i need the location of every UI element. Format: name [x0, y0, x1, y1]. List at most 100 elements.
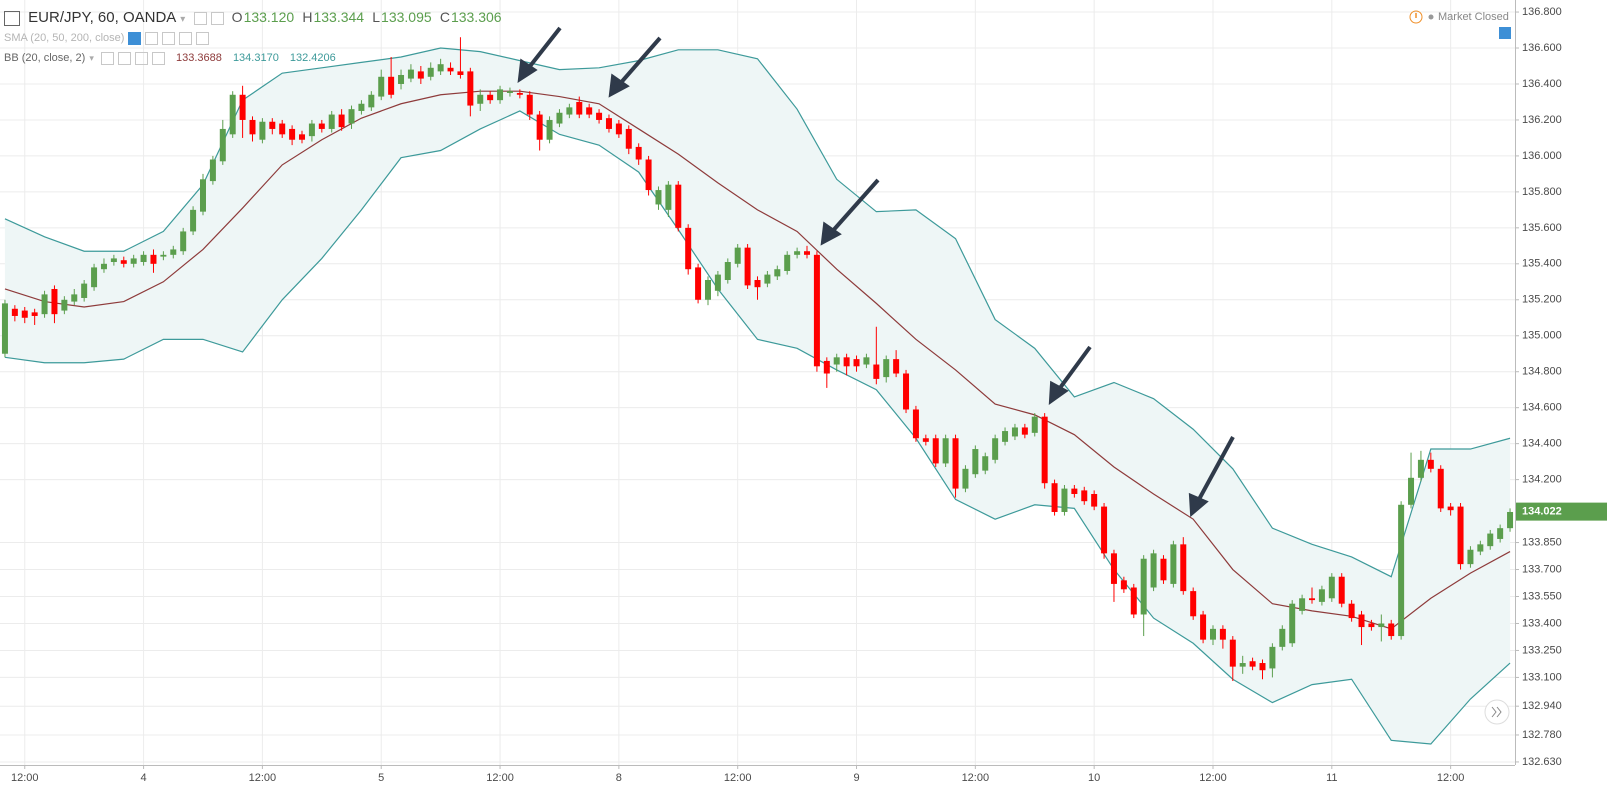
candle-body [853, 359, 860, 367]
candle-body [1071, 488, 1078, 494]
candle-body [368, 94, 375, 108]
icon[interactable] [193, 11, 207, 25]
candle-body [1130, 587, 1137, 615]
candle-body [1200, 614, 1207, 640]
candle-body [734, 247, 741, 264]
candle-body [1378, 623, 1385, 628]
bb-line: BB (20, close, 2) ▾ 133.3688 134.3170 132… [4, 52, 336, 65]
candle-body [378, 76, 385, 97]
candle-body [942, 438, 949, 464]
y-tick-label: 136.600 [1522, 42, 1562, 54]
close-value: 133.306 [450, 9, 502, 25]
high-value: 133.344 [313, 9, 365, 25]
candle-body [41, 294, 48, 315]
candle-body [1, 303, 8, 354]
candle-body [497, 89, 504, 101]
x-tick-label: 12:00 [724, 772, 752, 784]
status-icon [1409, 10, 1423, 24]
candle-body [120, 260, 127, 264]
bollinger-bands [4, 47, 1511, 745]
icon[interactable] [151, 52, 165, 65]
icon[interactable] [128, 32, 142, 45]
y-tick-label: 136.200 [1522, 114, 1562, 126]
candle-body [784, 254, 791, 272]
candle-body [318, 123, 325, 129]
candle-body [962, 468, 969, 489]
candle-body [615, 123, 622, 135]
candle-body [437, 64, 444, 72]
candle-body [1358, 614, 1365, 628]
candle-body [1338, 576, 1345, 604]
candle-body [358, 103, 365, 111]
arrow [1195, 436, 1235, 504]
candle-body [21, 310, 28, 318]
symbol: EUR/JPY, 60, OANDA [28, 9, 177, 26]
candle-body [675, 184, 682, 228]
candle-body [655, 190, 662, 205]
y-tick-label: 135.200 [1522, 294, 1562, 306]
arrow [828, 178, 880, 236]
menu-icon[interactable] [4, 10, 20, 26]
candle-body [804, 251, 811, 255]
icon[interactable] [117, 52, 131, 65]
candle-body [447, 67, 454, 72]
scale-button[interactable] [1499, 27, 1511, 39]
candle-body [11, 308, 18, 316]
bb-legend: BB (20, close, 2) [4, 52, 86, 65]
arrow-head [820, 221, 842, 246]
candle-body [110, 258, 117, 263]
candle-body [704, 279, 711, 300]
icon[interactable] [210, 11, 224, 25]
candle-body [1219, 628, 1226, 640]
candle-body [209, 159, 216, 182]
scroll-button[interactable] [1484, 699, 1510, 725]
x-tick-label: 12:00 [962, 772, 990, 784]
y-tick-label: 133.400 [1522, 617, 1562, 629]
candle-body [1477, 544, 1484, 552]
y-tick-label: 132.780 [1522, 729, 1562, 741]
candle-body [1110, 553, 1117, 584]
icon[interactable] [145, 32, 159, 45]
candle-body [912, 409, 919, 439]
x-tick-label: 12:00 [249, 772, 277, 784]
last-price-marker [1516, 502, 1607, 521]
candle-body [516, 92, 523, 95]
market-status: Market Closed [1438, 11, 1509, 23]
band-line [4, 90, 1511, 630]
y-tick-label: 135.400 [1522, 258, 1562, 270]
candle-body [1309, 598, 1316, 601]
icon[interactable] [100, 52, 114, 65]
arrow [525, 26, 562, 72]
icon[interactable] [196, 32, 210, 45]
x-tick-label: 10 [1088, 772, 1100, 784]
candle-body [308, 123, 315, 137]
candle-body [952, 438, 959, 489]
y-tick-label: 136.000 [1522, 150, 1562, 162]
y-tick-label: 134.600 [1522, 402, 1562, 414]
band-line [4, 110, 1511, 745]
candle-body [1328, 576, 1335, 599]
candle-body [794, 251, 801, 255]
candle-body [754, 279, 761, 288]
candle-body [51, 288, 58, 315]
icon[interactable] [162, 32, 176, 45]
icon[interactable] [179, 32, 193, 45]
band-fill [4, 48, 1511, 744]
low-label: L [372, 9, 381, 25]
candle-body [1457, 506, 1464, 565]
candle-body [744, 247, 751, 286]
x-tick-label: 12:00 [1437, 772, 1465, 784]
candle-body [1368, 623, 1375, 628]
candle-body [467, 71, 474, 106]
icon[interactable] [134, 52, 148, 65]
candle-body [1002, 431, 1009, 442]
candle-body [180, 231, 187, 252]
candle-body [576, 101, 583, 115]
candle-body [1388, 623, 1395, 637]
candle-body [1398, 504, 1405, 637]
candle-body [645, 159, 652, 191]
candle-body [100, 263, 107, 270]
x-tick-label: 12:00 [486, 772, 514, 784]
candle-body [1031, 416, 1038, 433]
